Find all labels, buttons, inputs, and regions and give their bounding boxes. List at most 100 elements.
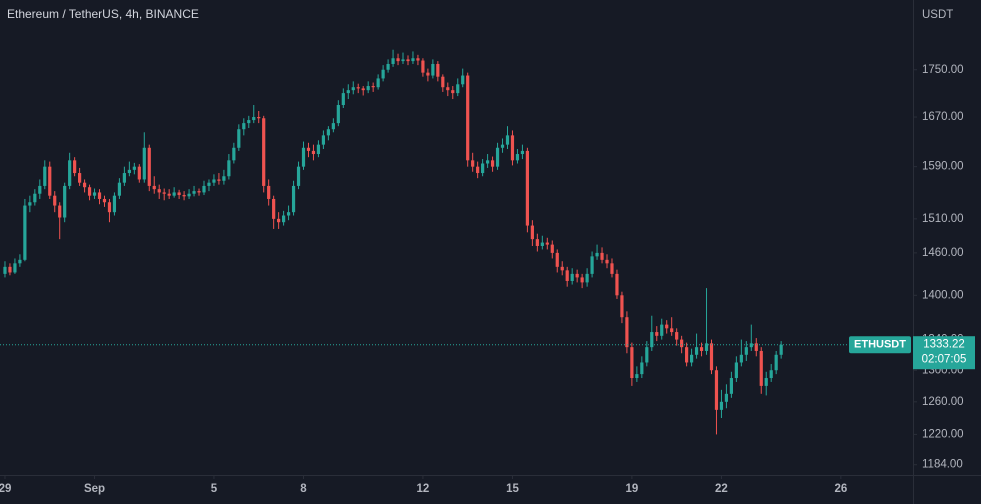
candle-body [331, 123, 335, 130]
candle-body [515, 154, 520, 161]
candle-body [97, 192, 102, 199]
candle-body [704, 343, 709, 351]
candle-body [232, 147, 236, 161]
candle-body [202, 185, 206, 193]
candle-body [272, 198, 276, 219]
candle-body [481, 163, 485, 174]
candle-body [476, 166, 480, 174]
candle-body [560, 266, 564, 271]
y-tick-label: 1590.00 [922, 161, 964, 173]
candle-body [43, 166, 47, 186]
candle-body [520, 150, 525, 155]
candle-body [132, 166, 136, 170]
candle-body [565, 270, 569, 281]
candle-body [416, 58, 420, 61]
candle-body [575, 273, 579, 278]
candle-body [3, 266, 7, 274]
candle-body [640, 362, 644, 375]
candle-body [500, 144, 505, 148]
candle-body [117, 182, 122, 196]
candle-body [545, 242, 549, 245]
candle-body [286, 212, 291, 216]
candle-body [510, 135, 515, 161]
candle-body [227, 160, 231, 177]
candle-body [769, 370, 773, 379]
candle-body [112, 195, 117, 213]
candle-body [694, 347, 699, 355]
candle-body [167, 193, 171, 196]
candle-body [660, 324, 664, 336]
candle-body [63, 185, 67, 218]
candle-body [371, 86, 375, 88]
candle-body [615, 273, 619, 296]
y-axis-label: USDT [922, 9, 953, 21]
candle-body [182, 195, 186, 197]
candle-body [267, 185, 271, 199]
x-tick-label: 26 [834, 483, 847, 495]
candle-body [321, 135, 326, 145]
candle-body [665, 324, 669, 329]
candle-body [540, 242, 544, 246]
candle-body [456, 84, 460, 94]
candle-body [471, 160, 475, 167]
candle-body [595, 252, 599, 257]
candle-body [177, 192, 181, 196]
candle-body [714, 370, 719, 410]
candle-body [650, 332, 654, 348]
candle-body [247, 120, 251, 124]
candle-body [620, 295, 624, 318]
candle-body [426, 72, 430, 76]
candle-body [535, 239, 539, 246]
candle-body [645, 347, 649, 363]
candle-body [58, 205, 62, 218]
candle-body [625, 317, 629, 348]
candle-body [525, 150, 530, 226]
candle-body [301, 147, 306, 167]
symbol-label: ETHUSDT [854, 339, 906, 351]
candle-body [53, 195, 57, 206]
x-tick-label: 22 [715, 483, 728, 495]
candle-body [685, 347, 689, 363]
candle-body [396, 58, 400, 62]
x-tick-label: 12 [417, 483, 430, 495]
candle-body [466, 75, 470, 161]
y-tick-label: 1260.00 [922, 396, 964, 408]
candle-body [346, 90, 350, 94]
candle-body [351, 87, 355, 91]
candle-body [257, 117, 261, 119]
candle-body [401, 59, 405, 62]
candle-body [495, 147, 500, 167]
candle-body [719, 401, 724, 410]
candle-body [262, 118, 266, 186]
y-tick-label: 1400.00 [922, 289, 964, 301]
candle-body [102, 198, 107, 203]
candle-body [311, 150, 316, 155]
y-tick-label: 1750.00 [922, 64, 964, 76]
candle-body [550, 244, 554, 253]
candle-body [78, 173, 82, 183]
candle-body [689, 354, 694, 363]
candle-body [23, 205, 27, 260]
candle-body [48, 166, 52, 196]
candle-body [306, 147, 311, 151]
candle-body [212, 179, 216, 183]
candle-body [381, 69, 385, 79]
candle-body [446, 87, 450, 91]
candle-body [680, 339, 684, 348]
x-tick-label: 5 [211, 483, 218, 495]
candle-body [724, 393, 729, 402]
candle-body [764, 378, 768, 386]
candle-body [316, 144, 321, 155]
candle-body [147, 147, 151, 186]
symbol-label-box [849, 336, 911, 354]
candle-body [406, 59, 410, 62]
candle-body [431, 63, 435, 76]
candle-body [142, 147, 146, 180]
x-tick-label: 8 [300, 483, 307, 495]
candle-body [436, 63, 440, 77]
candle-body [590, 256, 594, 274]
x-tick-label: Sep [84, 483, 105, 495]
candle-body [376, 78, 380, 88]
